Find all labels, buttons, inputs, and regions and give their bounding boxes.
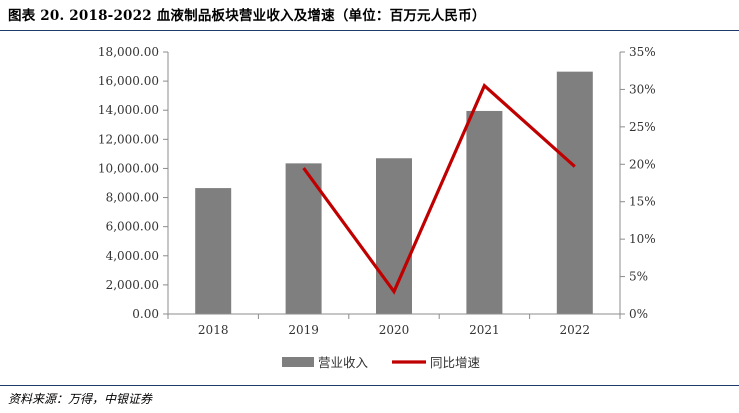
y-right-tick-label: 5% <box>629 270 648 284</box>
y-left-tick-label: 18,000.00 <box>98 45 159 59</box>
title-divider <box>0 30 739 31</box>
x-tick-label: 2020 <box>379 323 410 337</box>
x-tick-label: 2018 <box>198 323 229 337</box>
y-left-tick-label: 14,000.00 <box>98 103 159 117</box>
y-left-tick-label: 12,000.00 <box>98 132 159 146</box>
chart-title: 图表 20. 2018-2022 血液制品板块营业收入及增速（单位：百万元人民币… <box>8 8 486 24</box>
x-tick-label: 2019 <box>288 323 319 337</box>
source-note: 资料来源：万得，中银证券 <box>8 392 153 406</box>
growth-line <box>302 83 576 295</box>
y-left-tick-label: 0.00 <box>132 307 159 321</box>
legend-label-growth: 同比增速 <box>430 355 481 370</box>
y-right-tick-label: 20% <box>629 157 656 171</box>
y-left-tick-label: 4,000.00 <box>106 249 159 263</box>
legend-swatch-revenue <box>282 357 314 367</box>
bar-2019 <box>285 163 322 314</box>
bar-2021 <box>466 110 503 314</box>
y-right-tick-label: 30% <box>629 82 656 96</box>
y-left-tick-label: 8,000.00 <box>106 191 159 205</box>
bar-2022 <box>556 71 593 315</box>
y-right-tick-label: 0% <box>629 307 648 321</box>
bar-2018 <box>195 188 232 314</box>
x-tick-label: 2022 <box>560 323 591 337</box>
y-left-tick-label: 2,000.00 <box>106 278 159 292</box>
y-right-tick-label: 35% <box>629 45 656 59</box>
x-tick-label: 2021 <box>469 323 500 337</box>
legend-label-revenue: 营业收入 <box>318 355 369 370</box>
y-left-tick-label: 10,000.00 <box>98 161 159 175</box>
y-right-tick-label: 25% <box>629 120 656 134</box>
y-right-tick-label: 15% <box>629 195 656 209</box>
y-left-tick-label: 6,000.00 <box>106 220 159 234</box>
y-right-tick-label: 10% <box>629 232 656 246</box>
footer-divider <box>0 385 739 386</box>
y-left-tick-label: 16,000.00 <box>98 74 159 88</box>
